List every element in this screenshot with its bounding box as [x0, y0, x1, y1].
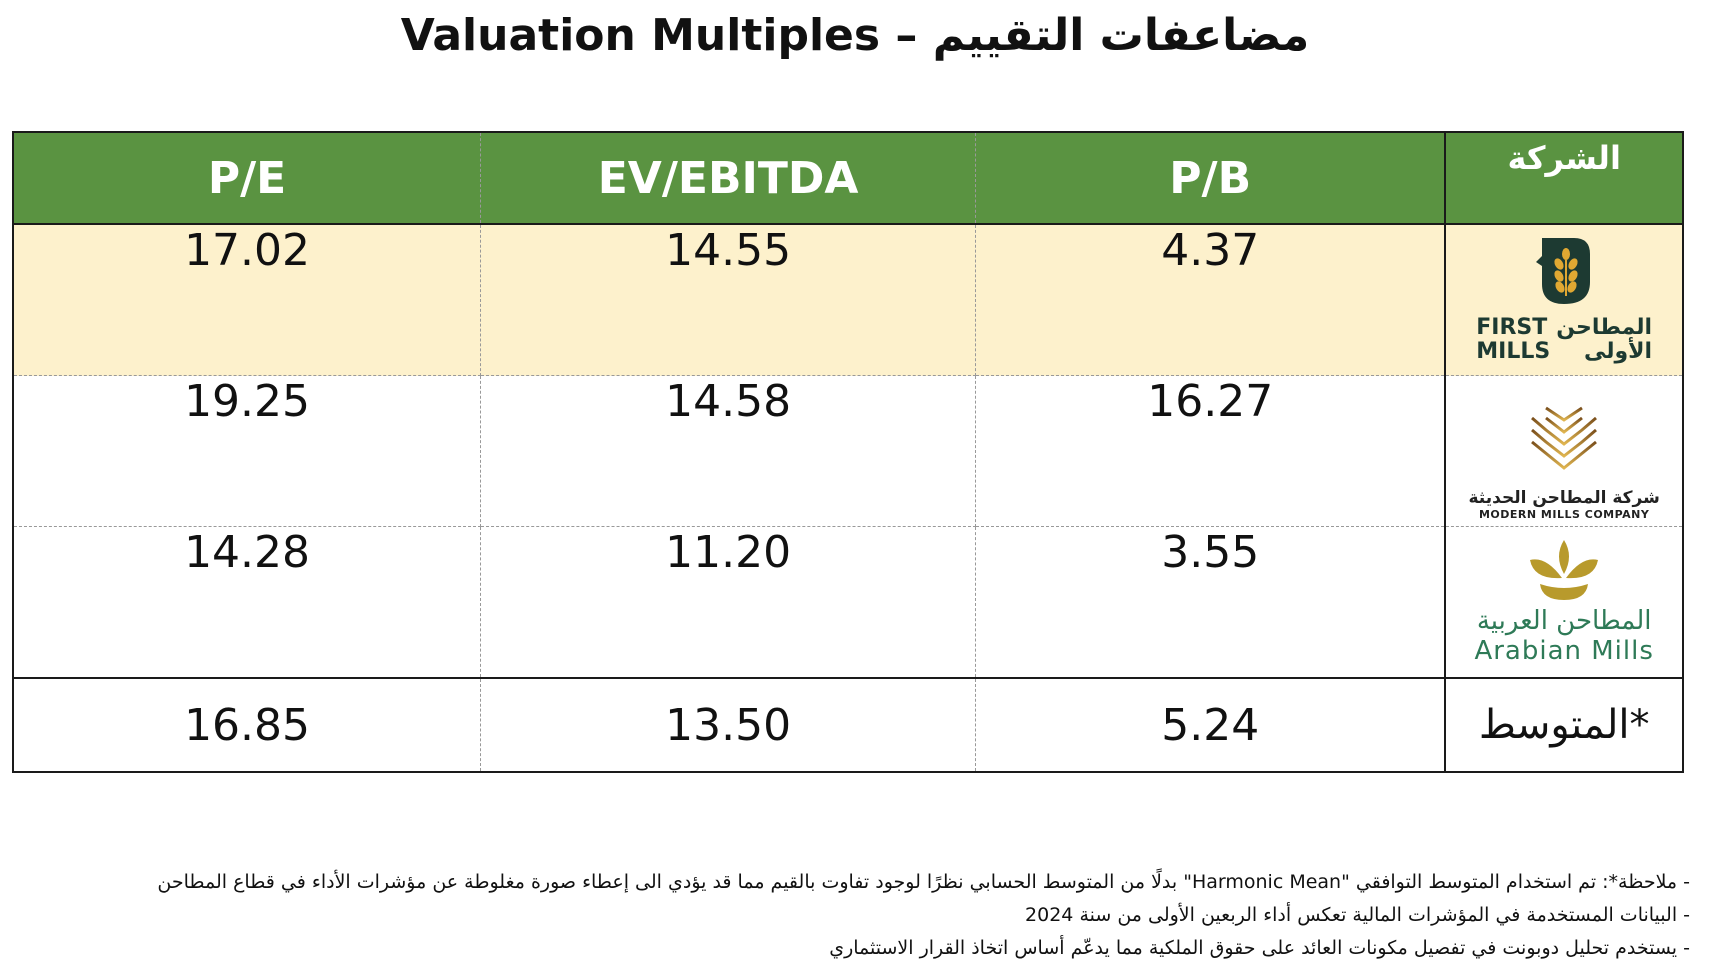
first-mills-logo: FIRST MILLS المطاحن الأولى: [1445, 224, 1684, 376]
average-pe: 16.85: [12, 678, 482, 773]
pb-value: 3.55: [975, 526, 1447, 679]
pe-value: 19.25: [12, 375, 482, 527]
ev-ebitda-value: 14.58: [480, 375, 977, 527]
ev-ebitda-value: 11.20: [480, 526, 977, 679]
table-row-arabian-mills: 14.28 11.20 3.55 المطاحن العربية Arabian…: [12, 526, 1684, 679]
footnote-data-period: - البيانات المستخدمة في المؤشرات المالية…: [1025, 904, 1690, 926]
average-label: المتوسط*: [1445, 678, 1684, 773]
arabian-mills-en: Arabian Mills: [1474, 636, 1654, 666]
header-pe: P/E: [12, 131, 482, 225]
header-pb: P/B: [975, 131, 1447, 225]
footnote-dupont: - يستخدم تحليل دوبونت في تفصيل مكونات ال…: [829, 937, 1690, 959]
arabian-mills-logo: المطاحن العربية Arabian Mills: [1445, 526, 1684, 679]
average-pb: 5.24: [975, 678, 1447, 773]
table-row-first-mills: 17.02 14.55 4.37: [12, 224, 1684, 376]
first-mills-ar-line2: الأولى: [1583, 339, 1653, 364]
page-title: Valuation Multiples – مضاعفات التقييم: [400, 10, 1310, 61]
footnote-harmonic-mean: - ملاحظة*: تم استخدام المتوسط التوافقي "…: [157, 871, 1690, 893]
modern-mills-en: MODERN MILLS COMPANY: [1478, 507, 1650, 521]
average-row: 16.85 13.50 5.24 المتوسط*: [12, 678, 1684, 773]
table-row-modern-mills: 19.25 14.58 16.27: [12, 375, 1684, 527]
wheat-stalks-icon: [1530, 383, 1598, 480]
pe-value: 17.02: [12, 224, 482, 376]
leaf-plant-icon: [1530, 540, 1599, 600]
wheat-shield-icon: [1536, 238, 1591, 304]
ev-ebitda-value: 14.55: [480, 224, 977, 376]
average-ev-ebitda: 13.50: [480, 678, 977, 773]
first-mills-ar-line1: المطاحن: [1556, 315, 1653, 340]
header-row: P/E EV/EBITDA P/B الشركة: [12, 131, 1684, 225]
footnotes: - ملاحظة*: تم استخدام المتوسط التوافقي "…: [10, 866, 1690, 965]
modern-mills-logo: شركة المطاحن الحديثة MODERN MILLS COMPAN…: [1445, 375, 1684, 527]
pe-value: 14.28: [12, 526, 482, 679]
valuation-table: P/E EV/EBITDA P/B الشركة 17.02 14.55 4.3…: [12, 131, 1684, 773]
header-company: الشركة: [1445, 131, 1684, 225]
header-ev-ebitda: EV/EBITDA: [480, 131, 977, 225]
modern-mills-ar: شركة المطاحن الحديثة: [1468, 487, 1660, 508]
pb-value: 4.37: [975, 224, 1447, 376]
pb-value: 16.27: [975, 375, 1447, 527]
arabian-mills-ar: المطاحن العربية: [1476, 606, 1652, 636]
first-mills-en-line2: MILLS: [1476, 339, 1551, 364]
first-mills-en-line1: FIRST: [1476, 315, 1548, 340]
